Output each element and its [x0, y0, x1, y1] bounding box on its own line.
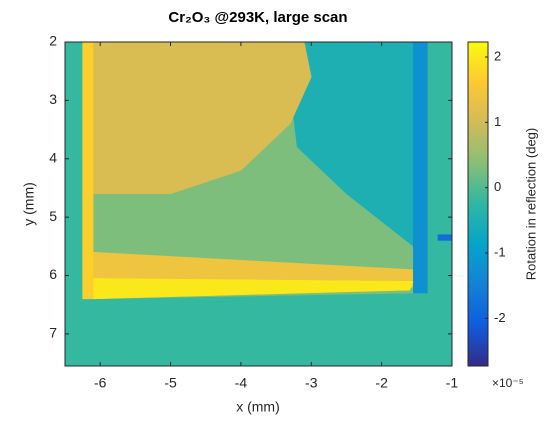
- heatmap-region: [92, 42, 312, 195]
- y-tick-label: 5: [49, 208, 57, 224]
- colorbar: [468, 42, 488, 366]
- heatmap-region: [437, 234, 452, 241]
- colorbar-tick-label: 2: [494, 48, 501, 63]
- heatmap-region: [82, 42, 94, 300]
- chart-title: Cr₂O₃ @293K, large scan: [168, 9, 347, 26]
- x-tick-label: -3: [305, 375, 318, 391]
- colorbar-tick-label: 1: [494, 114, 501, 129]
- y-tick-label: 6: [49, 266, 57, 282]
- y-tick-label: 7: [49, 325, 57, 341]
- x-axis-label: x (mm): [236, 399, 280, 415]
- colorbar-tick-label: -1: [494, 244, 506, 259]
- x-tick-label: -6: [94, 375, 107, 391]
- x-tick-label: -2: [375, 375, 388, 391]
- x-tick-label: -4: [235, 375, 248, 391]
- x-tick-label: -1: [446, 375, 459, 391]
- x-tick-label: -5: [164, 375, 177, 391]
- y-tick-label: 3: [49, 91, 57, 107]
- axes-box: [64, 41, 453, 367]
- colorbar-tick-label: 0: [494, 179, 501, 194]
- heatmap-region: [413, 42, 428, 294]
- y-tick-label: 4: [49, 149, 57, 165]
- colorbar-scale: ×10⁻⁵: [492, 376, 524, 390]
- y-axis-label: y (mm): [21, 182, 37, 226]
- colorbar-label: Rotation in reflection (deg): [523, 128, 538, 280]
- colorbar-box: [467, 41, 489, 367]
- y-tick-label: 2: [49, 33, 57, 49]
- heatmap-image: [65, 42, 452, 366]
- colorbar-tick-label: -2: [494, 310, 506, 325]
